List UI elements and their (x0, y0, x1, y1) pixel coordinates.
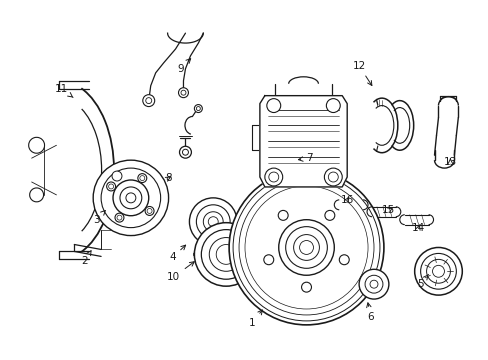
Circle shape (244, 186, 367, 309)
Text: 4: 4 (169, 245, 185, 262)
Text: 14: 14 (411, 222, 425, 233)
Text: 12: 12 (352, 61, 371, 85)
Circle shape (278, 220, 334, 275)
Circle shape (189, 198, 237, 246)
Circle shape (263, 255, 273, 265)
Circle shape (106, 182, 115, 191)
Circle shape (216, 244, 236, 264)
Circle shape (142, 95, 154, 107)
Circle shape (93, 160, 168, 235)
Circle shape (182, 149, 188, 155)
Circle shape (432, 265, 444, 277)
Circle shape (145, 98, 151, 104)
Text: 15: 15 (382, 205, 395, 215)
Circle shape (179, 146, 191, 158)
Circle shape (414, 247, 461, 295)
Circle shape (181, 90, 185, 95)
Circle shape (229, 170, 383, 325)
Circle shape (178, 88, 188, 98)
Polygon shape (259, 96, 346, 187)
Text: 2: 2 (81, 251, 91, 266)
Circle shape (201, 230, 250, 279)
Circle shape (145, 207, 154, 215)
Text: 16: 16 (340, 195, 353, 205)
Text: 9: 9 (177, 59, 190, 74)
Circle shape (208, 217, 218, 227)
Circle shape (264, 168, 282, 186)
Circle shape (101, 168, 161, 228)
Circle shape (117, 215, 122, 220)
Text: 8: 8 (165, 173, 172, 183)
Circle shape (196, 107, 200, 111)
Circle shape (358, 269, 388, 299)
Circle shape (299, 240, 313, 255)
Circle shape (420, 253, 455, 289)
Text: 13: 13 (443, 157, 456, 167)
Circle shape (268, 172, 278, 182)
Text: 7: 7 (298, 153, 312, 163)
Circle shape (365, 275, 382, 293)
Circle shape (325, 99, 340, 113)
Circle shape (233, 174, 379, 321)
Circle shape (120, 187, 142, 209)
Circle shape (112, 171, 122, 181)
Circle shape (278, 210, 287, 220)
Text: 5: 5 (416, 274, 427, 289)
Circle shape (147, 208, 152, 213)
Circle shape (203, 212, 223, 231)
Circle shape (194, 223, 257, 286)
Circle shape (285, 227, 326, 268)
Circle shape (126, 193, 136, 203)
Circle shape (266, 99, 280, 113)
Circle shape (196, 205, 230, 239)
Circle shape (327, 172, 338, 182)
Text: 6: 6 (366, 303, 373, 322)
Text: 11: 11 (55, 84, 73, 98)
Circle shape (113, 180, 148, 216)
Circle shape (108, 184, 113, 189)
Circle shape (293, 235, 319, 260)
Circle shape (209, 238, 243, 271)
Circle shape (194, 105, 202, 113)
Circle shape (339, 255, 348, 265)
Circle shape (239, 180, 373, 315)
Text: 10: 10 (166, 262, 194, 282)
Circle shape (324, 168, 342, 186)
Circle shape (324, 210, 334, 220)
Circle shape (138, 174, 146, 183)
Circle shape (115, 213, 123, 222)
Circle shape (140, 176, 144, 181)
Text: 3: 3 (93, 211, 105, 225)
Circle shape (301, 282, 311, 292)
Circle shape (426, 260, 449, 283)
Text: 1: 1 (248, 310, 262, 328)
Circle shape (369, 280, 377, 288)
